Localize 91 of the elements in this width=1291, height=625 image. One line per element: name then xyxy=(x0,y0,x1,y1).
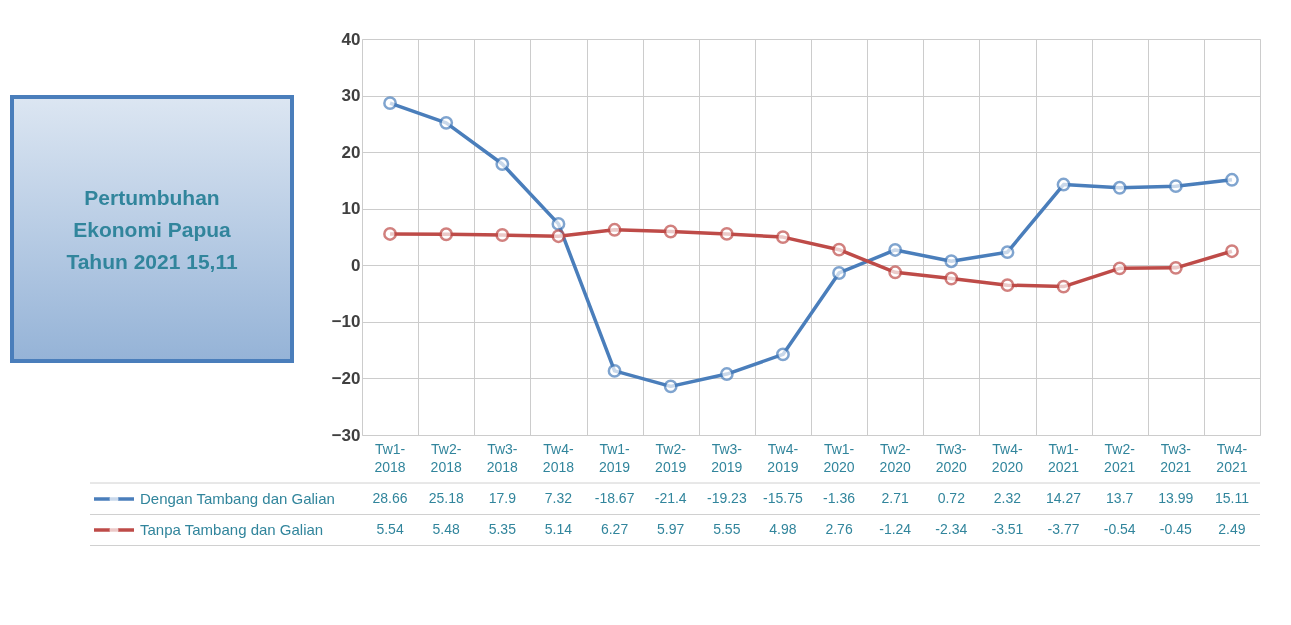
data-label: 7.32 xyxy=(544,490,573,506)
point xyxy=(719,367,734,382)
point xyxy=(439,227,454,242)
x-tick-label: Tw3-2019 xyxy=(711,441,743,475)
data-label: 25.18 xyxy=(428,490,464,506)
y-tick-label: −20 xyxy=(331,368,361,388)
x-tick-label: Tw4-2018 xyxy=(542,441,575,475)
y-tick-label: −30 xyxy=(331,425,361,445)
data-label: 2.49 xyxy=(1218,521,1246,537)
point xyxy=(551,216,566,231)
data-label: 6.27 xyxy=(600,521,629,537)
point xyxy=(775,347,790,362)
point xyxy=(1000,278,1015,293)
x-tick-label: Tw2-2020 xyxy=(879,441,911,475)
data-label: -0.54 xyxy=(1103,521,1136,537)
y-tick-label: 10 xyxy=(341,199,361,219)
data-label: 2.71 xyxy=(881,490,910,506)
point xyxy=(439,115,454,130)
point xyxy=(1112,180,1127,195)
data-label: -1.36 xyxy=(823,490,856,506)
data-label: -3.77 xyxy=(1047,521,1080,537)
point xyxy=(775,230,790,245)
data-label: -1.24 xyxy=(879,521,912,537)
point xyxy=(383,96,398,111)
y-tick-label: 30 xyxy=(341,86,361,106)
data-label: 5.14 xyxy=(544,521,573,537)
data-label: 5.35 xyxy=(488,521,517,537)
data-label: 5.97 xyxy=(657,521,685,537)
point xyxy=(944,254,959,269)
point xyxy=(832,266,847,280)
data-label: 0.72 xyxy=(937,490,966,506)
point xyxy=(832,242,847,257)
data-label: 5.55 xyxy=(713,521,741,537)
data-label: 28.66 xyxy=(372,490,408,506)
point xyxy=(663,224,678,239)
data-label: 5.48 xyxy=(432,521,461,537)
x-tick-label: Tw4-2019 xyxy=(767,441,799,475)
point xyxy=(1224,172,1239,187)
point xyxy=(944,271,959,286)
y-tick-label: −10 xyxy=(331,312,361,332)
point xyxy=(1168,179,1183,194)
point xyxy=(1112,261,1127,276)
data-label: 2.76 xyxy=(825,521,853,537)
data-label: -19.23 xyxy=(706,490,747,506)
x-tick-label: Tw1-2019 xyxy=(598,441,631,475)
data-label: -15.75 xyxy=(763,490,803,506)
x-tick-label: Tw1-2020 xyxy=(823,441,855,475)
y-tick-label: 0 xyxy=(351,255,361,275)
x-tick-label: Tw1-2018 xyxy=(374,441,406,475)
data-label: -2.34 xyxy=(935,521,968,537)
data-label: -0.45 xyxy=(1159,521,1192,537)
point xyxy=(551,229,566,244)
point xyxy=(495,228,510,242)
point xyxy=(719,226,734,241)
data-label: -21.4 xyxy=(654,490,687,506)
point xyxy=(495,157,510,171)
point xyxy=(1224,244,1239,259)
point xyxy=(888,243,903,257)
x-tick-label: Tw2-2018 xyxy=(430,441,462,475)
point xyxy=(1056,177,1071,192)
point xyxy=(607,222,622,237)
data-label: 2.32 xyxy=(993,490,1022,506)
data-label: 4.98 xyxy=(769,521,797,537)
point xyxy=(1056,279,1071,294)
data-label: 13.7 xyxy=(1106,490,1134,506)
data-label: 14.27 xyxy=(1046,490,1082,506)
point xyxy=(607,363,622,378)
x-tick-label: Tw1-2021 xyxy=(1047,441,1080,475)
y-tick-label: 20 xyxy=(341,142,361,162)
legend-label: Tanpa Tambang dan Galian xyxy=(140,521,324,538)
y-tick-label: 40 xyxy=(341,29,361,49)
point xyxy=(1000,245,1015,260)
x-tick-label: Tw3-2020 xyxy=(935,441,968,475)
data-label: 5.54 xyxy=(376,521,404,537)
point xyxy=(888,265,903,280)
point xyxy=(383,227,398,241)
x-tick-label: Tw4-2020 xyxy=(991,441,1024,475)
data-label: 15.11 xyxy=(1214,490,1250,506)
point xyxy=(663,379,678,394)
x-tick-label: Tw3-2018 xyxy=(486,441,519,475)
x-tick-label: Tw2-2019 xyxy=(655,441,687,475)
data-label: -3.51 xyxy=(991,521,1024,537)
data-label: -18.67 xyxy=(594,490,635,506)
text: Pertumbuhan Ekonomi Papua Tahun 2021 15,11 xyxy=(66,186,238,273)
data-label: 17.9 xyxy=(488,490,517,506)
x-tick-label: Tw2-2021 xyxy=(1104,441,1136,475)
legend-label: Dengan Tambang dan Galian xyxy=(140,490,335,507)
x-tick-label: Tw3-2021 xyxy=(1160,441,1192,475)
x-tick-label: Tw4-2021 xyxy=(1216,441,1248,475)
data-label: 13.99 xyxy=(1158,490,1194,506)
point xyxy=(1168,260,1183,275)
